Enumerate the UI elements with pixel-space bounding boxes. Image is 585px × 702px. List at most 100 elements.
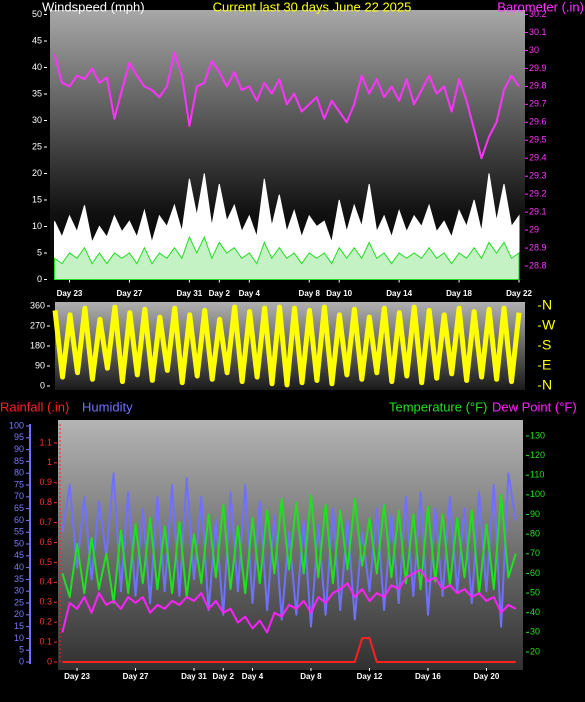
y-tick-label: 0.2 [39, 617, 52, 627]
y-tick-label: 360 [30, 300, 45, 310]
y-tick-label: 0.3 [39, 597, 52, 607]
y3-tick-label: 65 [14, 503, 24, 513]
x-tick-label: Day 4 [239, 289, 261, 298]
y-tick-label: 0.9 [39, 477, 52, 487]
y-tick-label: 0.6 [39, 537, 52, 547]
y2-tick-label: 110 [530, 470, 544, 480]
y3-tick-label: 45 [14, 550, 24, 560]
y3-tick-label: 75 [14, 479, 24, 489]
y3-tick-label: 80 [14, 468, 24, 478]
y3-tick-label: 25 [14, 597, 24, 607]
y3-tick-label: 100 [9, 420, 24, 430]
y3-tick-label: 40 [14, 562, 24, 572]
y2-tick-label: 29.3 [529, 171, 547, 181]
x-tick-label: Day 2 [213, 672, 235, 681]
y2-tick-label: 29.9 [529, 63, 547, 73]
line [52, 304, 522, 388]
y2-tick-label: 80 [530, 529, 540, 539]
y2-tick-label: W [542, 317, 556, 333]
y-tick-label: 90 [35, 360, 45, 370]
line [62, 637, 516, 663]
x-tick-label: Day 14 [386, 289, 412, 298]
x-tick-label: Day 4 [242, 672, 264, 681]
y2-tick-label: N [542, 297, 552, 313]
y-tick-label: 40 [32, 62, 42, 72]
y-tick-label: 270 [30, 320, 45, 330]
chart-title: Current last 30 days June 22 2025 [213, 0, 412, 14]
y-tick-label: 1 [47, 457, 52, 467]
y3-tick-label: 20 [14, 609, 24, 619]
y2-tick-label: 29.5 [529, 135, 547, 145]
y2-tick-label: 29.1 [529, 207, 547, 217]
y2-tick-label: 29.6 [529, 117, 547, 127]
y2-tick-label: 50 [530, 587, 540, 597]
y2-tick-label: 30 [530, 627, 540, 637]
y-tick-label: 0.5 [39, 557, 52, 567]
x-tick-label: Day 27 [123, 672, 149, 681]
y-tick-label: 1.1 [39, 437, 52, 447]
y2-tick-label: 29 [529, 224, 539, 234]
y2-tick-label: 30.2 [529, 9, 547, 19]
y2-tick-label: 28.9 [529, 242, 547, 252]
y-tick-label: 0 [40, 380, 45, 390]
y3-tick-label: 35 [14, 574, 24, 584]
y3-tick-label: 50 [14, 538, 24, 548]
line [61, 568, 517, 634]
y2-tick-label: S [542, 337, 551, 353]
y3-tick-label: 90 [14, 444, 24, 454]
y2-tick-label: 29.4 [529, 153, 547, 163]
y-axis-title: Windspeed (mph) [42, 0, 145, 14]
y3-tick-label: 0 [19, 656, 24, 666]
y-tick-label: 20 [32, 168, 42, 178]
y2-tick-label: 40 [530, 607, 540, 617]
y2-tick-label: 28.8 [529, 260, 547, 270]
x-tick-label: Day 8 [300, 672, 322, 681]
x-tick-label: Day 23 [64, 672, 90, 681]
line [61, 472, 517, 628]
area [54, 235, 520, 280]
y-tick-label: 0.1 [39, 636, 52, 646]
y2-tick-label: 60 [530, 568, 540, 578]
y2-tick-label: 100 [530, 489, 545, 499]
x-tick-label: Day 8 [299, 289, 321, 298]
x-tick-label: Day 31 [181, 672, 207, 681]
y2-tick-label: 30 [529, 45, 539, 55]
y2-tick-label: 30.1 [529, 27, 547, 37]
y-tick-label: 0 [37, 274, 42, 284]
x-tick-label: Day 18 [446, 289, 472, 298]
y-tick-label: 0.8 [39, 497, 52, 507]
x-tick-label: Day 23 [57, 289, 83, 298]
y3-tick-label: 85 [14, 456, 24, 466]
y-tick-label: 0.7 [39, 517, 52, 527]
y-tick-label: 45 [32, 35, 42, 45]
y-tick-label: 30 [32, 115, 42, 125]
y-tick-label: 35 [32, 88, 42, 98]
x-tick-label: Day 31 [176, 289, 202, 298]
y3-tick-label: 5 [19, 645, 24, 655]
y-tick-label: 15 [32, 194, 42, 204]
line [61, 493, 517, 604]
x-tick-label: Day 20 [474, 672, 500, 681]
x-tick-label: Day 22 [506, 289, 532, 298]
x-tick-label: Day 16 [415, 672, 441, 681]
y-tick-label: 0.4 [39, 577, 52, 587]
y3-tick-label: 55 [14, 527, 24, 537]
y2-axis-title: Barometer (.in) [497, 0, 584, 14]
x-tick-label: Day 12 [357, 672, 383, 681]
y-tick-label: 5 [37, 247, 42, 257]
y2-tick-label: 29.8 [529, 81, 547, 91]
y-tick-label: 180 [30, 340, 45, 350]
y2-tick-label: E [542, 357, 551, 373]
x-tick-label: Day 10 [326, 289, 352, 298]
x-tick-label: Day 2 [209, 289, 231, 298]
y2-tick-label: 120 [530, 450, 545, 460]
y2-tick-label: 70 [530, 548, 540, 558]
y2-tick-label: 20 [530, 646, 540, 656]
y-tick-label: 0 [47, 656, 52, 666]
y2-tick-label: 29.7 [529, 99, 547, 109]
series-title: Humidity [82, 399, 133, 414]
y2-tick-label: N [542, 377, 552, 393]
y-tick-label: 25 [32, 141, 42, 151]
series-title: Rainfall (.in) [0, 399, 69, 414]
